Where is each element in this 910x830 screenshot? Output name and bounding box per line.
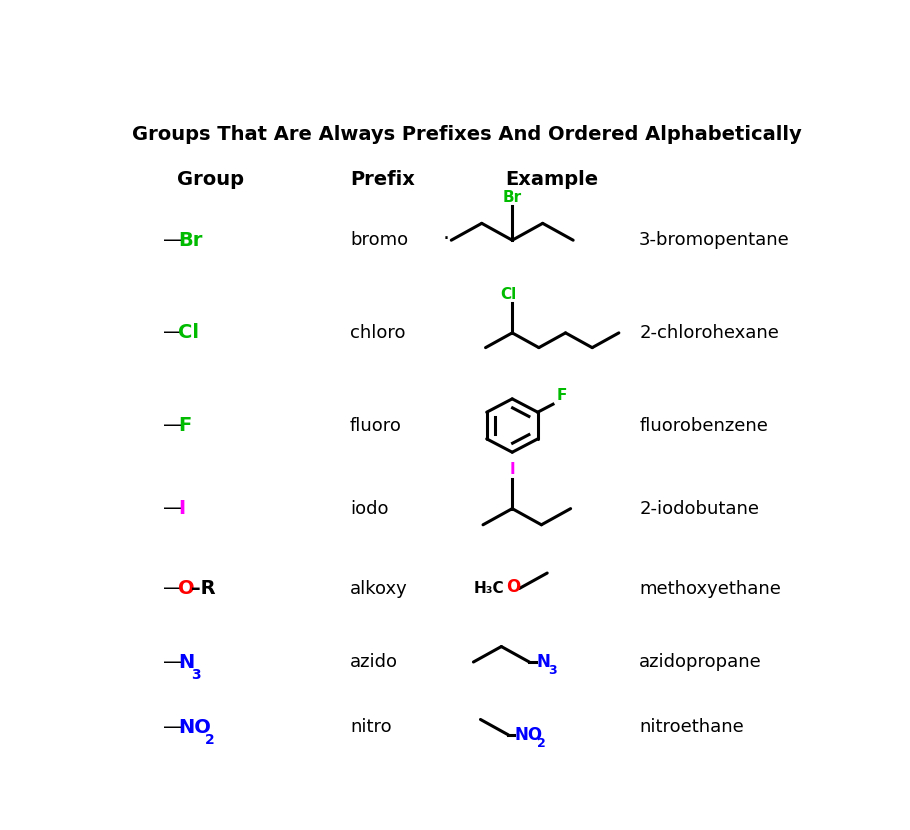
Text: N: N — [536, 653, 551, 671]
Text: azido: azido — [350, 653, 398, 671]
Text: —: — — [163, 579, 183, 598]
Text: chloro: chloro — [350, 324, 406, 342]
Text: F: F — [178, 416, 191, 435]
Text: methoxyethane: methoxyethane — [639, 579, 781, 598]
Text: 2-chlorohexane: 2-chlorohexane — [639, 324, 779, 342]
Text: fluoro: fluoro — [350, 417, 402, 435]
Text: 3: 3 — [191, 668, 201, 681]
Text: fluorobenzene: fluorobenzene — [639, 417, 768, 435]
Text: O: O — [178, 579, 195, 598]
Text: azidopropane: azidopropane — [639, 653, 762, 671]
Text: nitro: nitro — [350, 718, 391, 736]
Text: nitroethane: nitroethane — [639, 718, 743, 736]
Text: iodo: iodo — [350, 500, 389, 518]
Text: alkoxy: alkoxy — [350, 579, 408, 598]
Text: 2: 2 — [205, 733, 215, 747]
Text: NO: NO — [178, 718, 211, 737]
Text: Example: Example — [505, 170, 598, 189]
Text: NO: NO — [514, 726, 542, 744]
Text: Br: Br — [178, 231, 202, 250]
Text: Groups That Are Always Prefixes And Ordered Alphabetically: Groups That Are Always Prefixes And Orde… — [132, 125, 801, 144]
Text: ·: · — [442, 229, 450, 249]
Text: Cl: Cl — [178, 324, 199, 342]
Text: Cl: Cl — [501, 287, 517, 302]
Text: I: I — [178, 499, 185, 518]
Text: H₃C: H₃C — [473, 581, 504, 596]
Text: N: N — [178, 652, 194, 671]
Text: Prefix: Prefix — [350, 170, 415, 189]
Text: I: I — [510, 462, 515, 477]
Text: —: — — [163, 652, 183, 671]
Text: —: — — [163, 416, 183, 435]
Text: —: — — [163, 231, 183, 250]
Text: bromo: bromo — [350, 232, 408, 249]
Text: F: F — [557, 388, 567, 403]
Text: —: — — [163, 718, 183, 737]
Text: –R: –R — [191, 579, 216, 598]
Text: O: O — [507, 578, 521, 596]
Text: 3: 3 — [549, 665, 557, 677]
Text: 2: 2 — [537, 737, 546, 750]
Text: —: — — [163, 324, 183, 342]
Text: 3-bromopentane: 3-bromopentane — [639, 232, 790, 249]
Text: Br: Br — [502, 190, 521, 205]
Text: Group: Group — [177, 170, 244, 189]
Text: —: — — [163, 499, 183, 518]
Text: 2-iodobutane: 2-iodobutane — [639, 500, 759, 518]
